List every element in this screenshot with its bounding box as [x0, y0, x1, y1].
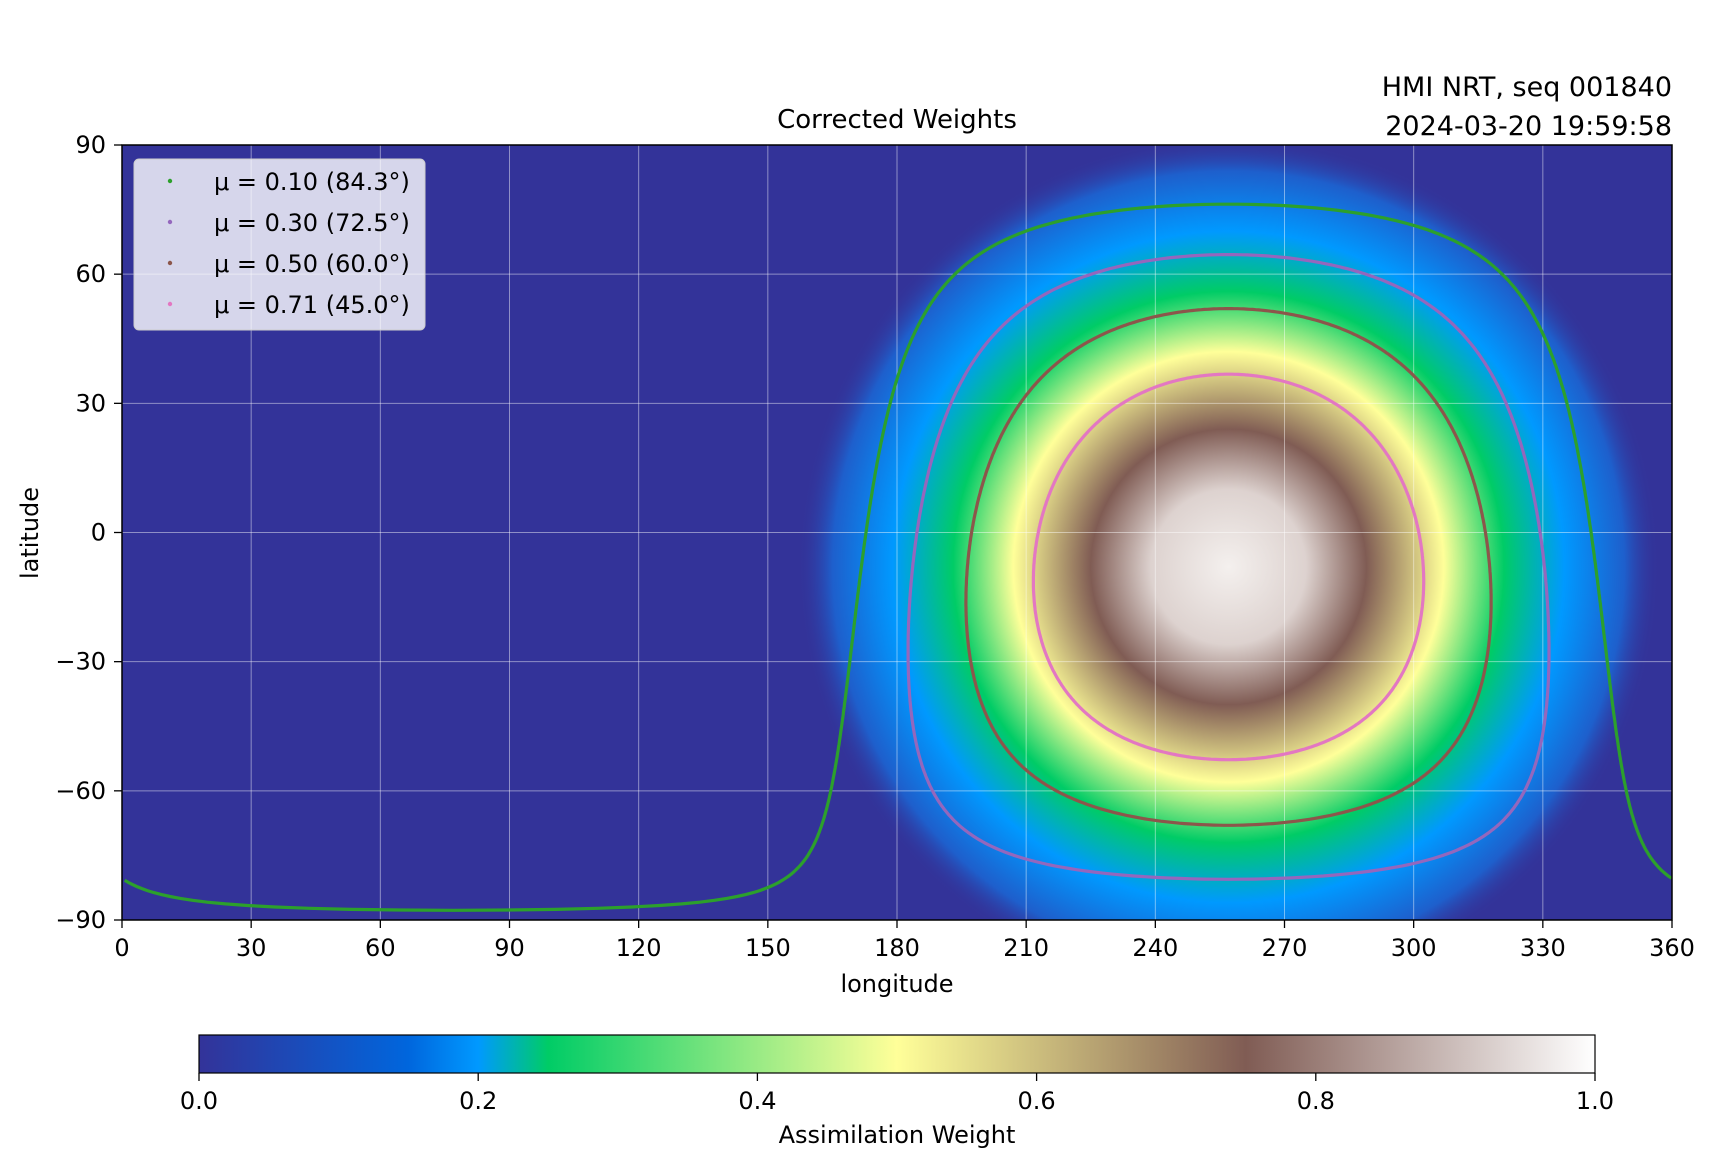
x-tick-label: 90	[494, 934, 525, 962]
legend-marker-1	[168, 179, 172, 183]
x-tick-label: 300	[1391, 934, 1437, 962]
heatmap-blob	[798, 136, 1659, 997]
y-tick-label: −30	[55, 648, 106, 676]
x-tick-label: 240	[1132, 934, 1178, 962]
y-tick-label: 90	[75, 131, 106, 159]
x-tick-label: 0	[114, 934, 129, 962]
chart-title: Corrected Weights	[777, 105, 1017, 135]
legend-label-3: μ = 0.50 (60.0°)	[214, 250, 410, 278]
legend-label-4: μ = 0.71 (45.0°)	[214, 291, 410, 319]
x-tick-label: 150	[745, 934, 791, 962]
info-line-1: HMI NRT, seq 001840	[1382, 72, 1672, 103]
legend-marker-4	[168, 302, 172, 306]
colorbar-tick-label: 0.8	[1297, 1087, 1335, 1115]
x-tick-label: 30	[236, 934, 267, 962]
colorbar-gradient	[199, 1035, 1595, 1073]
legend-label-2: μ = 0.30 (72.5°)	[214, 209, 410, 237]
y-tick-label: −60	[55, 777, 106, 805]
y-tick-label: 30	[75, 389, 106, 417]
legend-marker-2	[168, 220, 172, 224]
y-axis-ticks: −90 −60 −30 0 30 60 90	[55, 131, 122, 934]
x-tick-label: 270	[1262, 934, 1308, 962]
legend-marker-3	[168, 261, 172, 265]
y-tick-label: 0	[91, 519, 106, 547]
info-line-2: 2024-03-20 19:59:58	[1385, 111, 1672, 142]
x-tick-label: 120	[616, 934, 662, 962]
x-tick-label: 180	[874, 934, 920, 962]
colorbar-tick-label: 0.4	[738, 1087, 776, 1115]
y-axis-label: latitude	[16, 487, 44, 579]
x-tick-label: 330	[1520, 934, 1566, 962]
colorbar-tick-label: 1.0	[1576, 1087, 1614, 1115]
legend-label-1: μ = 0.10 (84.3°)	[214, 168, 410, 196]
colorbar-tick-label: 0.6	[1018, 1087, 1056, 1115]
x-tick-label: 360	[1649, 934, 1695, 962]
colorbar: 0.0 0.2 0.4 0.6 0.8 1.0 Assimilation Weight	[180, 1035, 1614, 1149]
y-tick-label: 60	[75, 260, 106, 288]
colorbar-tick-label: 0.0	[180, 1087, 218, 1115]
x-tick-label: 210	[1003, 934, 1049, 962]
x-tick-label: 60	[365, 934, 396, 962]
legend: μ = 0.10 (84.3°) μ = 0.30 (72.5°) μ = 0.50…	[134, 159, 425, 330]
y-tick-label: −90	[55, 906, 106, 934]
x-axis-label: longitude	[840, 970, 953, 998]
colorbar-label: Assimilation Weight	[779, 1121, 1016, 1149]
x-axis-ticks: 0 30 60 90 120 150 180 210 240 270 300 330 360	[114, 920, 1695, 962]
colorbar-tick-label: 0.2	[459, 1087, 497, 1115]
